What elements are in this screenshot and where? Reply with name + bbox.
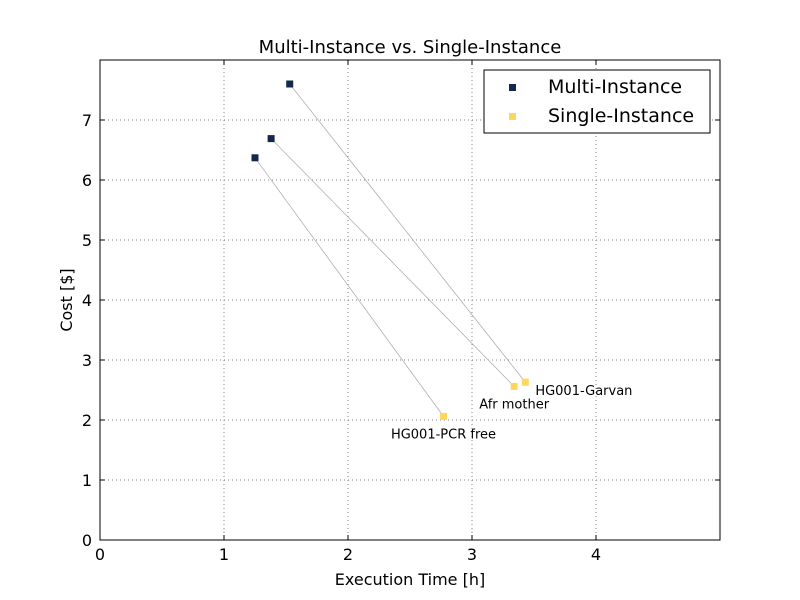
connector-lines (254, 83, 526, 417)
legend-marker-multi-instance (509, 84, 516, 91)
legend-box (483, 69, 711, 134)
connector-line (270, 138, 515, 387)
x-tick-label: 4 (591, 545, 601, 564)
x-tick-label: 2 (343, 545, 353, 564)
x-tick-label: 1 (219, 545, 229, 564)
x-tick-label: 0 (95, 545, 105, 564)
axis-ticks: 0 1 2 3 4 0 1 2 3 4 5 6 7 (82, 60, 720, 564)
y-tick-label: 4 (82, 291, 92, 310)
y-axis-label: Cost [$] (57, 268, 76, 331)
y-tick-label: 6 (82, 171, 92, 190)
x-tick-label: 3 (467, 545, 477, 564)
annotation-label: HG001-PCR free (391, 427, 496, 442)
legend-label-single-instance: Single-Instance (548, 105, 694, 127)
legend: Multi-Instance Single-Instance (483, 69, 711, 134)
connector-line (289, 83, 526, 383)
annotation-label: HG001-Garvan (535, 384, 632, 399)
point-multi-instance (251, 154, 259, 162)
y-tick-label: 1 (82, 471, 92, 490)
y-tick-label: 2 (82, 411, 92, 430)
annotation-label: Afr mother (479, 397, 549, 412)
data-points (251, 80, 529, 420)
point-single-instance (510, 382, 518, 390)
grid-lines (99, 60, 720, 541)
connector-line (254, 157, 444, 417)
x-axis-label: Execution Time [h] (335, 570, 485, 589)
chart-title: Multi-Instance vs. Single-Instance (259, 37, 562, 58)
point-multi-instance (286, 80, 294, 88)
y-tick-label: 7 (82, 111, 92, 130)
point-single-instance (521, 378, 529, 386)
point-single-instance (439, 412, 447, 420)
y-tick-label: 3 (82, 351, 92, 370)
y-tick-label: 0 (82, 531, 92, 550)
point-multi-instance (267, 135, 275, 143)
legend-marker-single-instance (509, 113, 516, 120)
y-tick-label: 5 (82, 231, 92, 250)
legend-label-multi-instance: Multi-Instance (548, 76, 682, 98)
